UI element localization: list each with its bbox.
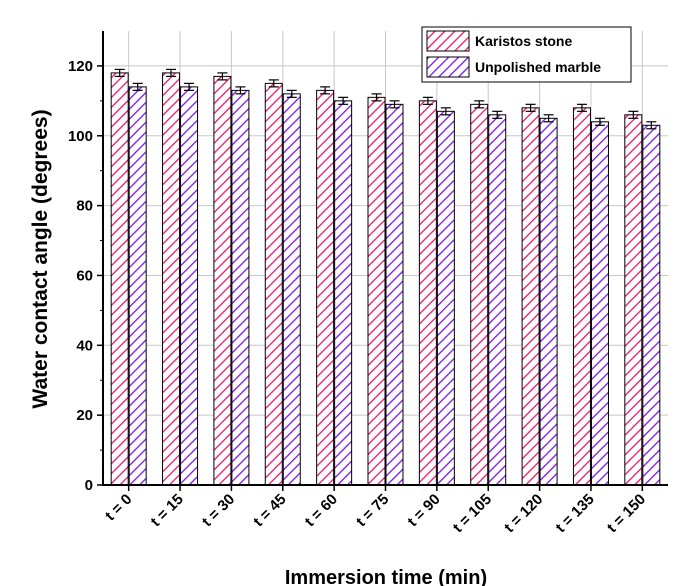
y-tick-labels: 0 20 40 60 80 100 120	[68, 58, 93, 494]
legend-swatch	[426, 30, 470, 52]
bar-marble	[231, 89, 250, 486]
y-tick-label: 60	[76, 267, 93, 284]
bar-marble	[385, 103, 404, 486]
y-axis-title: Water contact angle (degrees)	[29, 109, 52, 408]
legend-swatch	[426, 56, 470, 78]
bar-marble	[128, 86, 147, 486]
legend-label: Unpolished marble	[475, 59, 601, 75]
x-tick-label: t = 105	[450, 491, 495, 536]
y-tick-label: 0	[85, 477, 93, 494]
bar-karistos	[624, 114, 643, 486]
bar-marble	[539, 117, 558, 486]
bar-marble	[590, 121, 609, 486]
bar-karistos	[264, 82, 283, 486]
bar-karistos	[110, 72, 129, 486]
bar-karistos	[521, 107, 540, 486]
y-tick-label: 120	[68, 58, 93, 75]
legend-label: Karistos stone	[475, 33, 572, 49]
bar-marble	[282, 93, 301, 486]
x-tick-label: t = 45	[250, 491, 289, 530]
bar-marble	[334, 100, 353, 486]
bar-marble	[436, 110, 455, 486]
bar-karistos	[162, 72, 181, 486]
x-tick-label: t = 90	[404, 491, 443, 530]
bar-karistos	[316, 89, 335, 486]
bars-group	[110, 72, 661, 486]
x-tick-label: t = 15	[147, 491, 186, 530]
error-bars-group	[114, 68, 657, 130]
x-tick-label: t = 60	[302, 491, 341, 530]
x-tick-label: t = 0	[102, 491, 136, 525]
x-tick-labels: t = 0 t = 15 t = 30 t = 45 t = 60 t = 75 t = 9…	[102, 491, 649, 536]
bar-karistos	[418, 100, 437, 486]
y-tick-label: 100	[68, 128, 93, 145]
bar-karistos	[572, 107, 591, 486]
y-tick-label: 80	[76, 198, 93, 215]
y-tick-label: 20	[76, 407, 93, 424]
x-tick-label: t = 75	[353, 491, 392, 530]
bar-marble	[488, 114, 507, 486]
bar-marble	[180, 86, 199, 486]
x-tick-label: t = 30	[199, 491, 238, 530]
x-axis-title: Immersion time (min)	[285, 567, 487, 586]
bar-karistos	[213, 75, 232, 486]
bar-karistos	[470, 103, 489, 486]
x-tick-label: t = 135	[552, 491, 597, 536]
x-tick-label: t = 150	[604, 491, 649, 536]
y-tick-label: 40	[76, 337, 93, 354]
x-tick-label: t = 120	[501, 491, 546, 536]
legend: Karistos stone Unpolished marble	[421, 26, 632, 83]
bar-marble	[642, 124, 661, 486]
bar-karistos	[367, 96, 386, 486]
axes-group	[97, 31, 668, 491]
